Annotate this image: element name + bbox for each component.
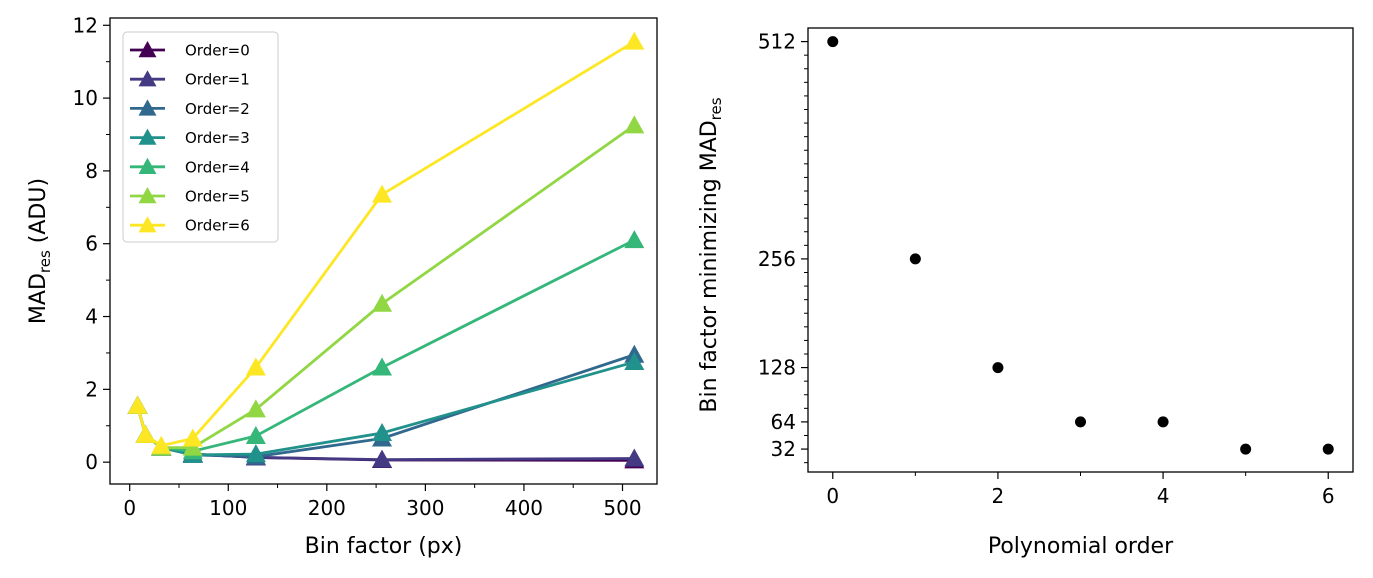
- y-axis-title-tail: (ADU): [26, 178, 51, 250]
- data-point: [372, 293, 393, 312]
- legend-marker: [138, 157, 157, 174]
- data-point: [624, 115, 645, 134]
- y-axis-title: Bin factor minimizing MADres: [697, 97, 725, 412]
- plot-frame: [109, 17, 658, 485]
- x-tick-label: 200: [308, 496, 346, 520]
- x-axis-title: Polynomial order: [988, 534, 1174, 559]
- y-axis-title: MADres (ADU): [26, 178, 54, 324]
- y-tick-label: 4: [85, 305, 98, 329]
- x-tick-label: 300: [406, 496, 444, 520]
- x-tick-label: 400: [505, 496, 543, 520]
- legend-marker: [138, 99, 157, 116]
- y-tick-label: 6: [85, 232, 98, 256]
- legend-label: Order=5: [185, 188, 250, 206]
- legend: Order=0 Order=1 Order=2 Order=3 Order=4 Order…: [122, 31, 279, 243]
- y-tick-label: 32: [771, 437, 796, 461]
- data-point: [245, 399, 266, 418]
- right-chart: 0 2 4 6 32 64 128 256 512 Polynomial order Bin fac…: [697, 27, 1354, 559]
- data-point: [992, 362, 1004, 374]
- data-point: [372, 423, 393, 442]
- legend-marker: [138, 128, 157, 145]
- legend-item: Order=4: [130, 157, 250, 176]
- data-point: [372, 357, 393, 376]
- plot-frame: [807, 27, 1354, 473]
- legend-label: Order=6: [185, 217, 250, 235]
- data-point: [1157, 416, 1169, 428]
- x-tick-label: 0: [826, 484, 839, 508]
- y-axis-title-sub: res: [36, 250, 54, 273]
- legend-label: Order=2: [185, 100, 250, 118]
- data-point: [624, 352, 645, 371]
- y-axis-title-main: Bin factor minimizing MAD: [697, 120, 722, 412]
- data-point: [372, 184, 393, 203]
- legend-marker: [138, 216, 157, 233]
- y-tick-label: 512: [758, 30, 796, 54]
- y-tick-label: 256: [758, 247, 796, 271]
- y-tick-label: 128: [758, 356, 796, 380]
- legend-item: Order=5: [130, 187, 250, 206]
- legend-label: Order=0: [185, 42, 250, 60]
- y-tick-label: 2: [85, 377, 98, 401]
- data-point: [245, 425, 266, 444]
- data-point: [1322, 443, 1334, 455]
- legend-label: Order=1: [185, 71, 250, 89]
- x-tick-label: 0: [123, 496, 136, 520]
- data-point: [182, 437, 203, 456]
- left-chart: 0 100 200 300 400 500024681012Order=0Order=1O…: [26, 13, 658, 559]
- data-point: [245, 357, 266, 376]
- data-point: [624, 448, 645, 467]
- legend-item: Order=1: [130, 70, 250, 89]
- series-Order=6: [127, 31, 645, 454]
- data-point: [827, 36, 839, 48]
- x-tick-label: 2: [992, 484, 1005, 508]
- data-point: [1240, 443, 1252, 455]
- data-point: [245, 444, 266, 463]
- plot-area: [808, 28, 1353, 472]
- data-point: [909, 253, 921, 265]
- x-tick-label: 500: [603, 496, 641, 520]
- data-point: [624, 31, 645, 50]
- y-tick-label: 12: [73, 13, 98, 37]
- data-point: [624, 230, 645, 249]
- y-tick-label: 10: [73, 86, 98, 110]
- legend-marker: [138, 187, 157, 204]
- data-point: [151, 435, 172, 454]
- legend-item: Order=2: [130, 99, 250, 118]
- y-tick-label: 64: [771, 410, 796, 434]
- x-tick-label: 100: [209, 496, 247, 520]
- data-point: [372, 449, 393, 468]
- data-point: [127, 395, 148, 414]
- y-tick-label: 0: [85, 450, 98, 474]
- y-axis-title-sub: res: [707, 97, 725, 120]
- x-axis-title: Bin factor (px): [305, 534, 463, 559]
- legend-item: Order=6: [130, 216, 250, 235]
- legend-label: Order=4: [185, 158, 250, 176]
- data-point: [135, 424, 156, 443]
- legend-marker: [138, 41, 157, 58]
- legend-marker: [138, 70, 157, 87]
- y-tick-label: 8: [85, 159, 98, 183]
- data-point: [182, 428, 203, 447]
- legend-box: [122, 31, 279, 243]
- legend-item: Order=3: [130, 128, 250, 147]
- legend-item: Order=0: [130, 41, 250, 60]
- y-axis-title-main: MAD: [26, 273, 51, 324]
- data-point: [1075, 416, 1086, 428]
- x-tick-label: 4: [1157, 484, 1170, 508]
- x-tick-label: 6: [1322, 484, 1335, 508]
- legend-label: Order=3: [185, 129, 250, 147]
